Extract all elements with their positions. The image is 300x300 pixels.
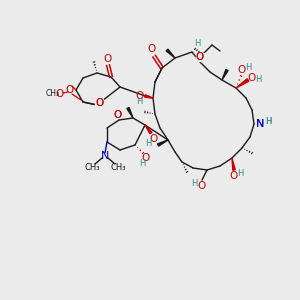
Text: H: H <box>139 160 145 169</box>
Text: O: O <box>248 73 256 83</box>
Text: N: N <box>256 119 264 129</box>
Text: CH₃: CH₃ <box>46 89 60 98</box>
Polygon shape <box>158 140 168 146</box>
Text: H: H <box>145 140 151 148</box>
Text: O: O <box>196 52 204 62</box>
Text: O: O <box>197 181 205 191</box>
Text: O: O <box>196 52 204 62</box>
Polygon shape <box>127 107 133 118</box>
Text: CH₃: CH₃ <box>110 163 126 172</box>
Polygon shape <box>166 49 175 58</box>
Text: O: O <box>238 65 246 75</box>
Polygon shape <box>232 158 235 170</box>
Text: N: N <box>256 119 264 129</box>
Text: O: O <box>230 171 238 181</box>
Text: H: H <box>237 169 243 178</box>
Text: O: O <box>135 91 143 101</box>
Polygon shape <box>145 95 153 98</box>
Text: O: O <box>148 44 156 54</box>
Text: O: O <box>56 89 64 99</box>
Text: H: H <box>245 64 251 73</box>
Text: O: O <box>103 54 111 64</box>
Text: O: O <box>114 110 122 120</box>
Text: N: N <box>101 151 109 161</box>
Text: O: O <box>150 134 158 144</box>
Text: H: H <box>136 98 142 106</box>
Text: O: O <box>142 153 150 163</box>
FancyBboxPatch shape <box>196 53 204 61</box>
Text: O: O <box>65 85 73 95</box>
Text: CH₃: CH₃ <box>84 163 100 172</box>
Text: H: H <box>194 38 200 47</box>
Text: H: H <box>255 76 261 85</box>
FancyBboxPatch shape <box>95 99 103 107</box>
Text: H: H <box>265 118 271 127</box>
Polygon shape <box>145 125 152 134</box>
Text: H: H <box>265 118 271 127</box>
Text: O: O <box>114 110 122 120</box>
Text: O: O <box>95 98 103 108</box>
Text: O: O <box>95 98 103 108</box>
Polygon shape <box>236 79 249 88</box>
Text: H: H <box>191 179 197 188</box>
Polygon shape <box>222 69 228 80</box>
